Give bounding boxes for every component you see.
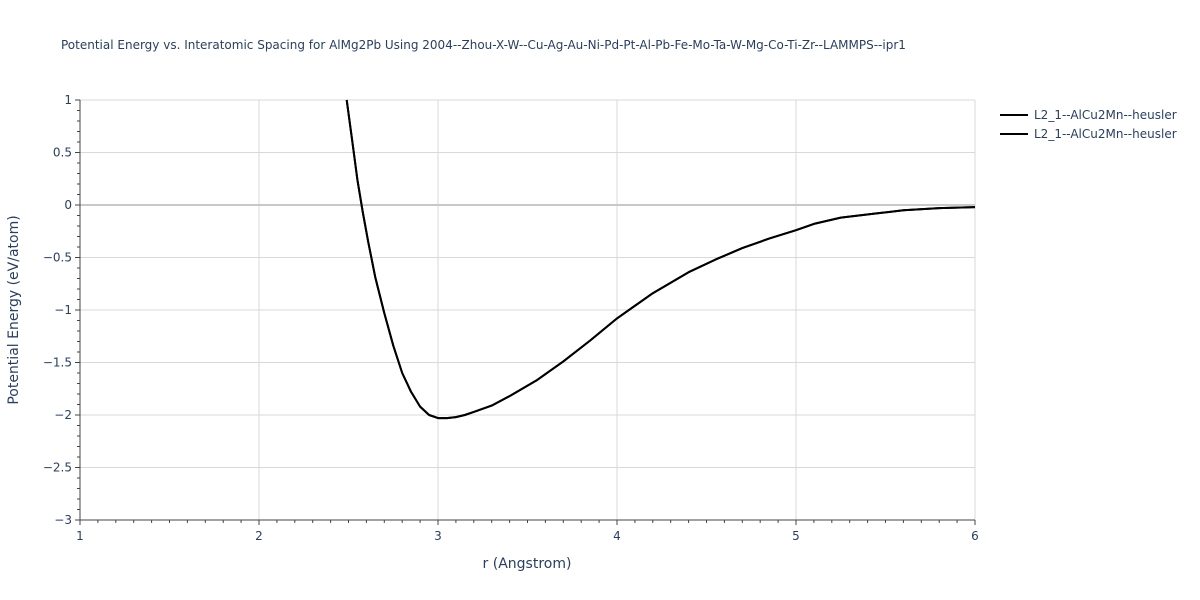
- axes: 1 2 3 4 5 6 1 0.5 0 −0.5 −1 −1.5 −2 −2.5 −3: [43, 93, 979, 543]
- chart-title: Potential Energy vs. Interatomic Spacing…: [61, 38, 906, 52]
- y-tick-label: −0.5: [43, 251, 72, 265]
- x-tick-label: 6: [971, 529, 979, 543]
- y-tick-label: −2.5: [43, 461, 72, 475]
- y-tick-label: −1.5: [43, 356, 72, 370]
- x-axis-title: r (Angstrom): [483, 556, 572, 572]
- x-tick-label: 4: [613, 529, 621, 543]
- y-tick-label: 0: [64, 198, 72, 212]
- y-axis-title: Potential Energy (eV/atom): [6, 215, 22, 404]
- y-tick-label: 0.5: [53, 146, 72, 160]
- x-tick-label: 3: [434, 529, 442, 543]
- legend-item[interactable]: L2_1--AlCu2Mn--heusler: [1000, 127, 1177, 141]
- y-tick-label: −1: [54, 303, 72, 317]
- y-tick-label: −3: [54, 513, 72, 527]
- y-tick-label: −2: [54, 408, 72, 422]
- legend-label: L2_1--AlCu2Mn--heusler: [1034, 127, 1177, 141]
- x-tick-label: 5: [792, 529, 800, 543]
- legend-item[interactable]: L2_1--AlCu2Mn--heusler: [1000, 108, 1177, 122]
- x-tick-label: 2: [255, 529, 263, 543]
- series-line-2: [345, 99, 976, 420]
- series-line-1: [345, 99, 976, 420]
- x-tick-label: 1: [76, 529, 84, 543]
- series-layer: [345, 99, 976, 420]
- legend-label: L2_1--AlCu2Mn--heusler: [1034, 108, 1177, 122]
- legend[interactable]: L2_1--AlCu2Mn--heusler L2_1--AlCu2Mn--heu…: [1000, 108, 1177, 141]
- grid: [80, 99, 976, 520]
- y-tick-label: 1: [64, 93, 72, 107]
